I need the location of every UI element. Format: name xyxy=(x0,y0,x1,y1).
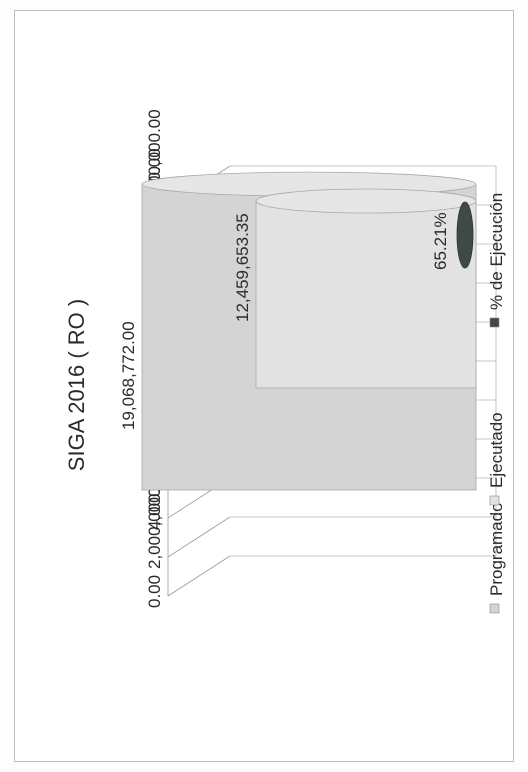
gridline-floor xyxy=(167,516,231,558)
bar-ejecutado xyxy=(255,200,477,389)
data-label-ejecutado: 12,459,653.35 xyxy=(233,213,252,322)
legend-swatch-1 xyxy=(489,495,500,506)
y-tick-label: 0.00 xyxy=(145,575,164,608)
data-label-programado: 19,068,772.00 xyxy=(119,321,138,430)
gridline-floor xyxy=(167,555,231,597)
legend-swatch-0 xyxy=(489,603,500,614)
legend-label-0: Programado xyxy=(487,502,506,596)
y-tick-label: 2,000,000.00 xyxy=(145,470,164,569)
bar-porcentaje-ejecucion xyxy=(456,201,474,269)
data-label-porcentaje: 65.21% xyxy=(431,212,450,270)
chart-title: SIGA 2016 ( RO ) xyxy=(64,299,89,471)
legend-label-2: % de Ejecución xyxy=(487,193,506,310)
legend-label-1: Ejecutado xyxy=(487,412,506,488)
legend-swatch-2 xyxy=(489,317,500,328)
bar-ejecutado-cap xyxy=(255,188,477,214)
